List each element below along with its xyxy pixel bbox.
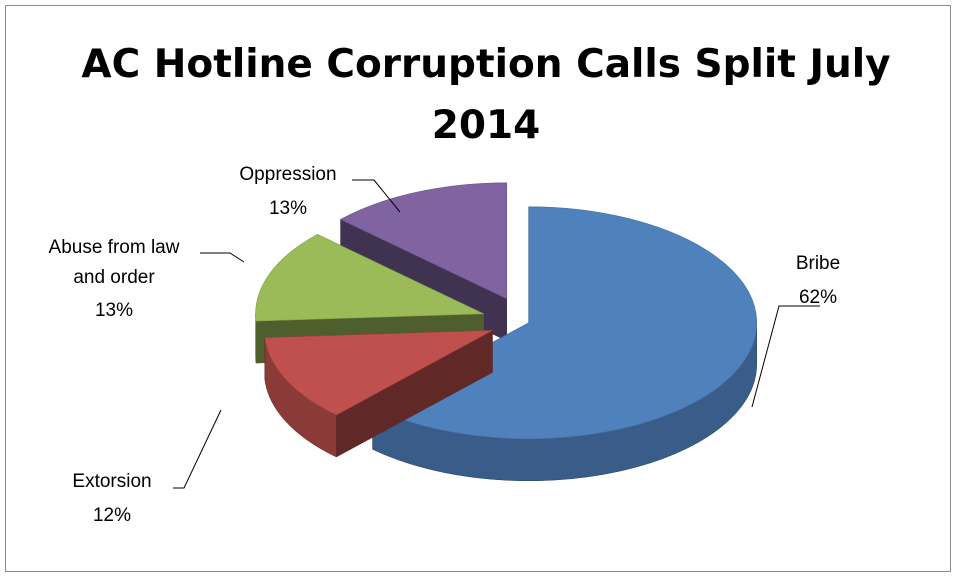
slice-label-oppression: Oppression — [239, 164, 336, 185]
chart-title: AC Hotline Corruption Calls Split July 2… — [81, 42, 891, 148]
slice-label-extorsion: Extorsion — [72, 471, 151, 492]
slice-label-abuse-from-law-and-order: Abuse from law — [49, 237, 180, 258]
slice-label-abuse-from-law-and-order: and order — [73, 267, 155, 288]
slice-percent-oppression: 13% — [269, 198, 307, 219]
leader-line-bribe — [751, 305, 820, 408]
slice-percent-abuse-from-law-and-order: 13% — [95, 300, 133, 321]
pie-slice-extorsion — [264, 330, 493, 458]
leader-line-oppression — [352, 179, 401, 213]
slice-percent-bribe: 62% — [799, 287, 837, 308]
leader-line-abuse-from-law-and-order — [200, 252, 245, 263]
leader-line-extorsion — [173, 409, 222, 489]
slice-percent-extorsion: 12% — [93, 505, 131, 526]
slice-label-bribe: Bribe — [796, 253, 840, 274]
